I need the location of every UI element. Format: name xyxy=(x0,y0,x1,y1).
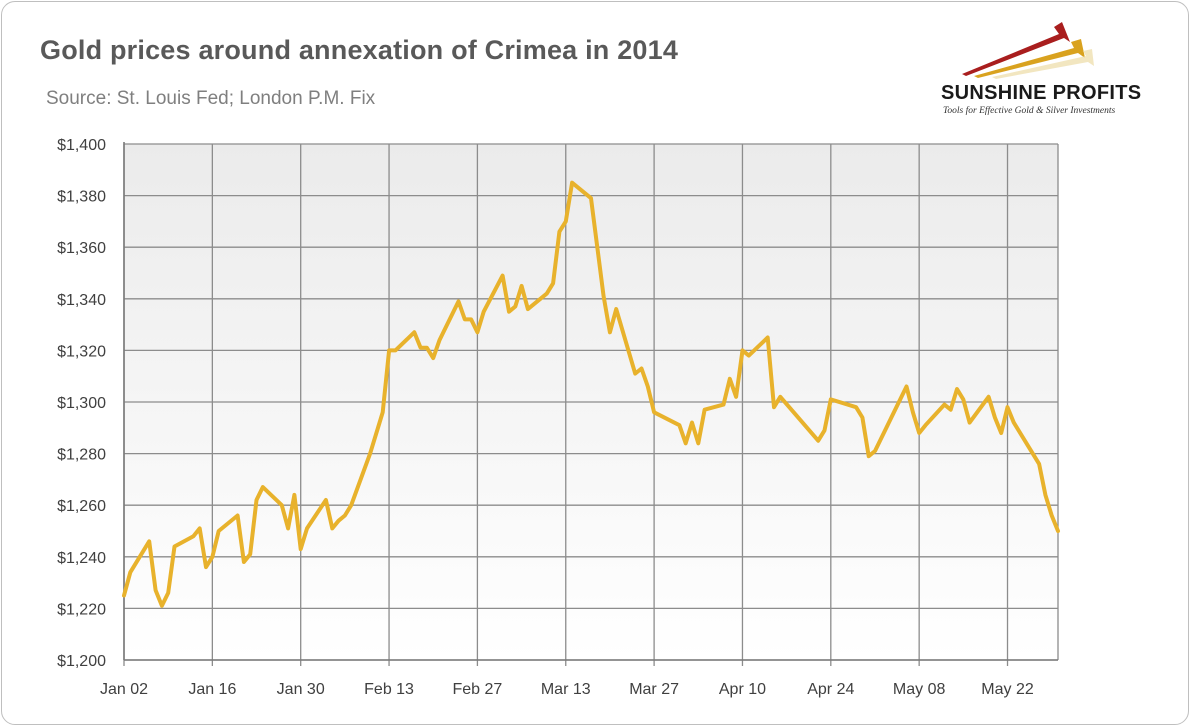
y-tick-label: $1,280 xyxy=(57,447,106,464)
sunshine-profits-logo: SUNSHINE PROFITS Tools for Effective Gol… xyxy=(934,20,1174,120)
x-axis-tick-labels: Jan 02 Jan 16 Jan 30 Feb 13 Feb 27 Mar 13 Mar … xyxy=(100,681,1034,698)
x-tick-label: Apr 24 xyxy=(807,681,854,698)
y-axis-tick-labels: $1,200 $1,220 $1,240 $1,260 $1,280 $1,300 $1,3… xyxy=(57,137,106,670)
y-tick-label: $1,340 xyxy=(57,292,106,309)
chart-title: Gold prices around annexation of Crimea … xyxy=(40,35,679,65)
brand-name: SUNSHINE PROFITS xyxy=(941,82,1142,104)
x-tick-label: Jan 02 xyxy=(100,681,148,698)
x-tick-label: Jan 16 xyxy=(188,681,236,698)
y-tick-label: $1,260 xyxy=(57,498,106,515)
brand-tagline: Tools for Effective Gold & Silver Invest… xyxy=(943,106,1116,116)
y-tick-label: $1,360 xyxy=(57,240,106,257)
y-tick-label: $1,200 xyxy=(57,653,106,670)
x-tick-label: May 08 xyxy=(893,681,946,698)
x-tick-label: Apr 10 xyxy=(719,681,766,698)
x-tick-label: Mar 27 xyxy=(629,681,679,698)
rising-arrows-icon xyxy=(962,22,1094,79)
x-tick-label: Feb 27 xyxy=(452,681,502,698)
x-tick-label: Jan 30 xyxy=(277,681,325,698)
x-tick-label: Feb 13 xyxy=(364,681,414,698)
y-tick-label: $1,400 xyxy=(57,137,106,154)
x-tick-label: Mar 13 xyxy=(541,681,591,698)
x-tick-label: May 22 xyxy=(981,681,1034,698)
y-tick-label: $1,220 xyxy=(57,601,106,618)
chart-subtitle: Source: St. Louis Fed; London P.M. Fix xyxy=(46,88,376,109)
y-tick-label: $1,300 xyxy=(57,395,106,412)
gridlines xyxy=(123,142,1059,666)
y-tick-label: $1,240 xyxy=(57,550,106,567)
gold-price-line xyxy=(122,180,1060,608)
y-tick-label: $1,320 xyxy=(57,343,106,360)
y-tick-label: $1,380 xyxy=(57,189,106,206)
